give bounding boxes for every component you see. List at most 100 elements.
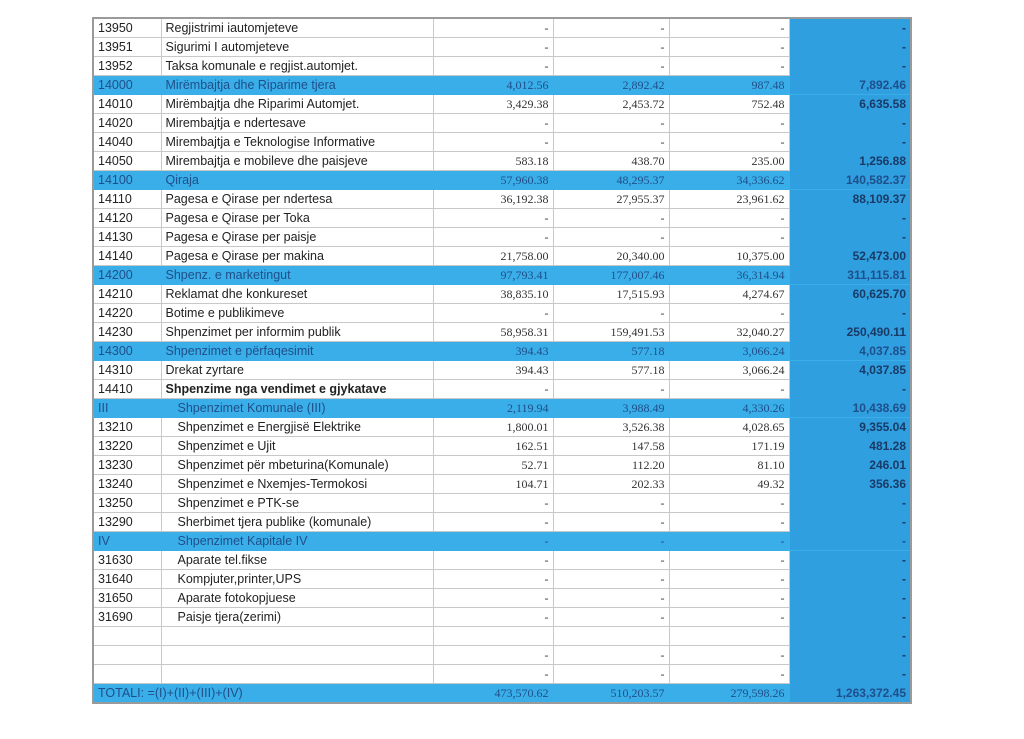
row-total: 250,490.11 — [788, 322, 912, 342]
row-value-3: 32,040.27 — [668, 322, 790, 342]
row-value-3: 3,066.24 — [668, 341, 790, 361]
table-row-section: 14300 Shpenzimet e përfaqesimit 394.43 577.… — [92, 341, 912, 361]
row-value-1: 394.43 — [432, 360, 554, 380]
table-row: ---- — [92, 664, 912, 684]
row-total: 481.28 — [788, 436, 912, 456]
row-value-3: 4,274.67 — [668, 284, 790, 304]
row-code: 14120 — [92, 208, 162, 228]
table-row: 14120 Pagesa e Qirase per Toka - - - - — [92, 208, 912, 228]
row-code: IV — [92, 531, 162, 551]
row-total: - — [788, 626, 912, 646]
row-value-3: 10,375.00 — [668, 246, 790, 266]
totals-value-1: 473,570.62 — [432, 683, 554, 704]
row-total: - — [788, 569, 912, 589]
table-row: 13240 Shpenzimet e Nxemjes-Termokosi 104.7… — [92, 474, 912, 494]
row-value-3: - — [668, 303, 790, 323]
table-row: 31690 Paisje tjera(zerimi) - - - - — [92, 607, 912, 627]
row-description: Botime e publikimeve — [160, 303, 434, 323]
row-value-1: 1,800.01 — [432, 417, 554, 437]
row-value-1: - — [432, 531, 554, 551]
row-total: - — [788, 550, 912, 570]
table-row: 14110 Pagesa e Qirase per ndertesa 36,192.… — [92, 189, 912, 209]
totals-value-2: 510,203.57 — [552, 683, 670, 704]
row-value-1: - — [432, 607, 554, 627]
row-description: Shpenzimet e Nxemjes-Termokosi — [160, 474, 434, 494]
row-value-2: - — [552, 132, 670, 152]
row-description: Shpenzimet Komunale (III) — [160, 398, 434, 418]
row-value-2: 3,988.49 — [552, 398, 670, 418]
row-description — [160, 645, 434, 665]
row-total: - — [788, 512, 912, 532]
row-value-1: 2,119.94 — [432, 398, 554, 418]
row-code — [92, 645, 162, 665]
row-value-3: 49.32 — [668, 474, 790, 494]
row-total: - — [788, 645, 912, 665]
row-value-1: - — [432, 227, 554, 247]
row-value-3: - — [668, 113, 790, 133]
table-row: 14010 Mirëmbajtja dhe Riparimi Automjet. 3… — [92, 94, 912, 114]
row-value-3: - — [668, 37, 790, 57]
row-description: Shpenzimet për mbeturina(Komunale) — [160, 455, 434, 475]
totals-value-3: 279,598.26 — [668, 683, 790, 704]
row-value-3: 4,330.26 — [668, 398, 790, 418]
row-value-3: - — [668, 208, 790, 228]
row-value-2: - — [552, 379, 670, 399]
row-description: Mirëmbajtja dhe Riparime tjera — [160, 75, 434, 95]
row-description: Kompjuter,printer,UPS — [160, 569, 434, 589]
row-code: 14140 — [92, 246, 162, 266]
row-value-2: - — [552, 303, 670, 323]
row-description: Pagesa e Qirase per paisje — [160, 227, 434, 247]
row-value-3: 987.48 — [668, 75, 790, 95]
row-value-1: - — [432, 132, 554, 152]
row-value-1: - — [432, 303, 554, 323]
row-description: Mirembajtja e Teknologise Informative — [160, 132, 434, 152]
row-value-2: 577.18 — [552, 341, 670, 361]
row-total: 9,355.04 — [788, 417, 912, 437]
row-value-3: - — [668, 227, 790, 247]
row-code: 13210 — [92, 417, 162, 437]
row-value-2: 147.58 — [552, 436, 670, 456]
row-code: III — [92, 398, 162, 418]
row-total: 4,037.85 — [788, 360, 912, 380]
row-total: 10,438.69 — [788, 398, 912, 418]
row-value-1: 58,958.31 — [432, 322, 554, 342]
row-description: Aparate fotokopjuese — [160, 588, 434, 608]
table-row: 31640 Kompjuter,printer,UPS - - - - — [92, 569, 912, 589]
row-total: 311,115.81 — [788, 265, 912, 285]
totals-grand-total: 1,263,372.45 — [788, 683, 912, 704]
table-row: 14210 Reklamat dhe konkureset 38,835.10 17,… — [92, 284, 912, 304]
row-value-2: 577.18 — [552, 360, 670, 380]
row-total: 60,625.70 — [788, 284, 912, 304]
row-value-3: 171.19 — [668, 436, 790, 456]
row-total: 356.36 — [788, 474, 912, 494]
row-total: - — [788, 227, 912, 247]
row-code: 31650 — [92, 588, 162, 608]
table-row-section: 14000 Mirëmbajtja dhe Riparime tjera 4,012… — [92, 75, 912, 95]
row-value-2 — [552, 626, 670, 646]
row-total: 246.01 — [788, 455, 912, 475]
row-value-3: - — [668, 56, 790, 76]
row-value-3: 4,028.65 — [668, 417, 790, 437]
row-description: Pagesa e Qirase per makina — [160, 246, 434, 266]
row-value-2: - — [552, 227, 670, 247]
row-value-1: - — [432, 569, 554, 589]
row-value-1: 162.51 — [432, 436, 554, 456]
row-code: 13240 — [92, 474, 162, 494]
row-total: - — [788, 607, 912, 627]
row-total: - — [788, 493, 912, 513]
row-description: Qiraja — [160, 170, 434, 190]
row-value-2: 3,526.38 — [552, 417, 670, 437]
row-description: Shpenzime nga vendimet e gjykatave — [160, 379, 434, 399]
table-row: 13210 Shpenzimet e Energjisë Elektrike 1,8… — [92, 417, 912, 437]
table-row-section: IV Shpenzimet Kapitale IV - - - - — [92, 531, 912, 551]
row-total: - — [788, 303, 912, 323]
row-total: 6,635.58 — [788, 94, 912, 114]
row-total: 140,582.37 — [788, 170, 912, 190]
row-value-1: 583.18 — [432, 151, 554, 171]
row-value-2: - — [552, 512, 670, 532]
row-code — [92, 626, 162, 646]
row-value-2: - — [552, 550, 670, 570]
row-code: 13230 — [92, 455, 162, 475]
row-description: Shpenzimet e Energjisë Elektrike — [160, 417, 434, 437]
row-value-2: - — [552, 664, 670, 684]
